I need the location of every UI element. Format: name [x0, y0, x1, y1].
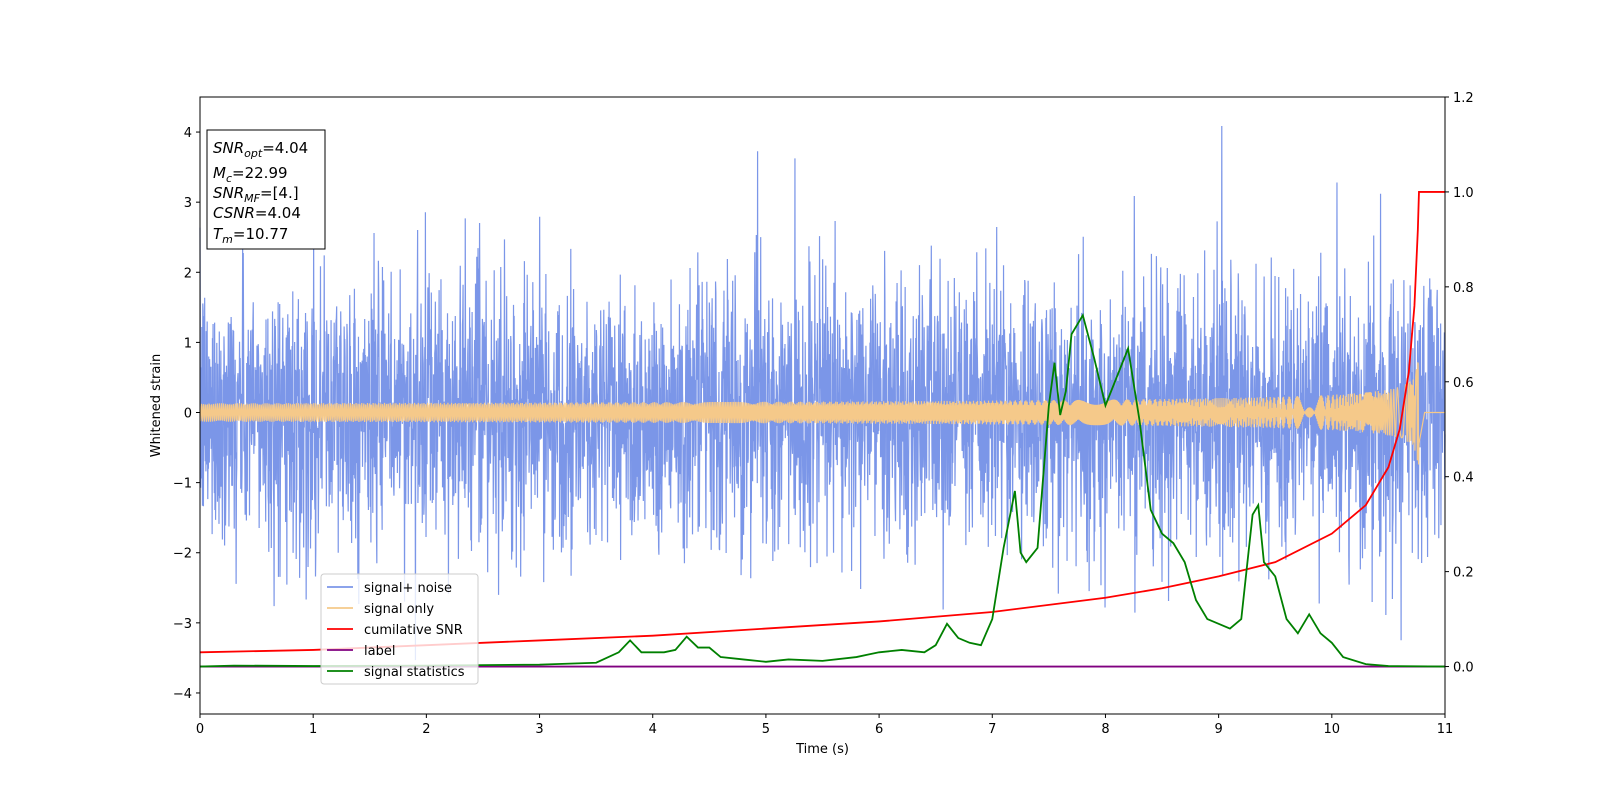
y2-tick-label: 0.4 — [1453, 471, 1474, 486]
x-tick-label: 9 — [1214, 722, 1222, 737]
x-tick-label: 8 — [1101, 722, 1109, 737]
axes-layer: 0 1 2 3 4 5 6 7 8 9 10 11 −4 −3 −2 −1 0 1 2 3 4 0.0 0.2 0.4 0.6 0… — [173, 91, 1474, 737]
annotation-snr-mf: SNRMF=[4.] — [213, 184, 299, 205]
series-cumulative-snr — [199, 191, 1445, 654]
x-tick-label: 1 — [309, 722, 317, 737]
y2-tick-label: 0.0 — [1453, 661, 1474, 676]
x-tick-label: 0 — [196, 722, 204, 737]
y-tick-label: −2 — [173, 547, 192, 562]
legend-label: cumilative SNR — [364, 623, 463, 638]
annotation-tm: Tm=10.77 — [213, 225, 288, 246]
x-tick-label: 11 — [1437, 722, 1454, 737]
legend: signal+ noise signal only cumilative SNR la… — [320, 573, 479, 685]
x-tick-label: 4 — [649, 722, 657, 737]
annotation-csnr: CSNR=4.04 — [213, 204, 301, 222]
legend-label: label — [364, 644, 395, 659]
y2-tick-label: 0.6 — [1453, 376, 1474, 391]
y-tick-label: 0 — [184, 407, 192, 422]
series-signal-only — [199, 362, 1445, 465]
x-tick-label: 7 — [988, 722, 996, 737]
x-tick-label: 5 — [762, 722, 770, 737]
plot-frame — [199, 96, 1446, 715]
y-tick-label: −3 — [173, 617, 192, 632]
x-tick-label: 6 — [875, 722, 883, 737]
legend-frame — [320, 573, 479, 685]
y2-tick-label: 1.0 — [1453, 186, 1474, 201]
y-axis-title: Whitened strain — [149, 354, 164, 457]
annotation-snr-opt: SNRopt=4.04 — [213, 139, 308, 160]
y-tick-label: 3 — [184, 196, 192, 211]
y2-tick-label: 0.8 — [1453, 281, 1474, 296]
y-tick-label: 1 — [184, 336, 192, 351]
x-axis-title: Time (s) — [795, 742, 849, 757]
annotation-frame — [206, 129, 326, 250]
y-tick-label: −4 — [173, 687, 192, 702]
x-tick-label: 3 — [535, 722, 543, 737]
legend-label: signal only — [364, 602, 434, 617]
y2-tick-label: 0.2 — [1453, 566, 1474, 581]
y-tick-label: 2 — [184, 266, 192, 281]
legend-label: signal+ noise — [364, 581, 452, 596]
annotation-mc: Mc=22.99 — [213, 164, 288, 185]
y-tick-label: 4 — [184, 126, 192, 141]
legend-label: signal statistics — [364, 665, 465, 680]
x-tick-label: 2 — [422, 722, 430, 737]
annotation-box: SNRopt=4.04 Mc=22.99 SNRMF=[4.] CSNR=4.0… — [206, 129, 326, 250]
y-tick-label: −1 — [173, 477, 192, 492]
series-signal-statistics — [199, 313, 1446, 668]
y2-tick-label: 1.2 — [1453, 91, 1474, 106]
x-tick-label: 10 — [1324, 722, 1341, 737]
